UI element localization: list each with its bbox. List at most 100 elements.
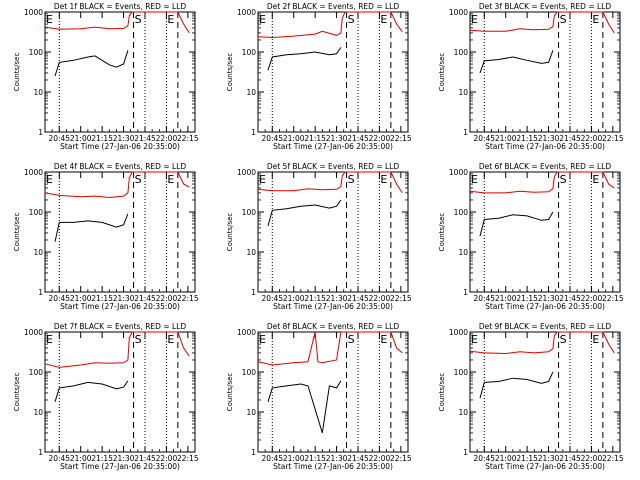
x-tick-label: 21:45: [347, 294, 369, 303]
x-axis-label: Start Time (27-Jan-06 20:35:00): [60, 302, 180, 311]
series-events-line: [54, 213, 129, 242]
x-tick-label: 21:45: [559, 294, 581, 303]
x-tick-label: 21:00: [283, 454, 305, 463]
marker-label: E: [46, 333, 53, 346]
x-tick-label: 20:45: [473, 294, 495, 303]
y-tick-label: 100: [29, 208, 44, 217]
y-tick-label: 100: [29, 368, 44, 377]
x-tick-label: 20:45: [48, 454, 70, 463]
y-tick-label: 1000: [449, 328, 468, 337]
y-axis-label: Counts/sec: [13, 213, 21, 252]
y-axis-label: Counts/sec: [13, 53, 21, 92]
x-tick-label: 21:30: [538, 294, 560, 303]
x-tick-label: 21:15: [304, 294, 326, 303]
x-tick-label: 21:15: [516, 134, 538, 143]
plot-frame: [257, 171, 409, 293]
x-tick-label: 22:15: [390, 454, 412, 463]
plot-frame: [469, 331, 621, 453]
x-axis-label: Start Time (27-Jan-06 20:35:00): [273, 462, 393, 471]
series-lld-line: [469, 331, 615, 355]
x-tick-label: 21:30: [326, 454, 348, 463]
plot-frame: [44, 331, 196, 453]
y-tick-label: 1000: [237, 328, 256, 337]
x-tick-label: 21:15: [516, 294, 538, 303]
x-tick-label: 20:45: [473, 134, 495, 143]
marker-label: E: [592, 173, 599, 186]
y-tick-label: 1: [463, 128, 468, 137]
series-lld-line: [44, 331, 190, 368]
x-tick-label: 21:15: [91, 294, 113, 303]
x-tick-label: 22:00: [369, 454, 391, 463]
marker-label: E: [167, 173, 174, 186]
y-tick-label: 10: [458, 248, 468, 257]
y-tick-label: 100: [242, 368, 257, 377]
x-tick-label: 21:15: [304, 134, 326, 143]
x-tick-label: 22:15: [177, 294, 199, 303]
y-tick-label: 1: [251, 288, 256, 297]
x-tick-label: 22:15: [602, 294, 624, 303]
plot-frame: [44, 11, 196, 133]
marker-label: S: [560, 333, 567, 346]
x-tick-label: 21:45: [134, 454, 156, 463]
x-tick-label: 20:45: [48, 294, 70, 303]
series-lld-line: [469, 171, 615, 194]
series-events-line: [54, 50, 129, 77]
x-tick-label: 21:30: [538, 454, 560, 463]
marker-label: E: [380, 173, 387, 186]
marker-label: E: [259, 333, 266, 346]
x-tick-label: 22:00: [156, 454, 178, 463]
x-axis-label: Start Time (27-Jan-06 20:35:00): [485, 462, 605, 471]
series-lld-line: [257, 331, 403, 366]
marker-label: E: [46, 173, 53, 186]
x-axis-label: Start Time (27-Jan-06 20:35:00): [273, 302, 393, 311]
x-tick-label: 22:15: [602, 454, 624, 463]
x-tick-label: 22:00: [156, 134, 178, 143]
y-tick-label: 1: [463, 448, 468, 457]
y-tick-label: 10: [33, 248, 43, 257]
y-tick-label: 1000: [24, 328, 43, 337]
marker-label: E: [167, 333, 174, 346]
y-axis-label: Counts/sec: [226, 213, 234, 252]
marker-label: E: [592, 13, 599, 26]
y-tick-label: 1: [38, 448, 43, 457]
y-axis-label: Counts/sec: [438, 53, 446, 92]
panel-title: Det 2f BLACK = Events, RED = LLD: [267, 2, 400, 11]
marker-label: E: [380, 333, 387, 346]
series-events-line: [267, 199, 342, 227]
series-events-line: [267, 380, 342, 434]
x-tick-label: 21:00: [70, 134, 92, 143]
series-lld-line: [44, 11, 190, 34]
y-tick-label: 1000: [449, 168, 468, 177]
marker-label: S: [135, 333, 142, 346]
marker-label: E: [167, 13, 174, 26]
y-tick-label: 10: [246, 88, 256, 97]
x-tick-label: 21:00: [283, 294, 305, 303]
y-axis-label: Counts/sec: [226, 373, 234, 412]
x-tick-label: 21:45: [347, 134, 369, 143]
x-tick-label: 21:45: [134, 134, 156, 143]
y-tick-label: 1: [38, 128, 43, 137]
marker-label: E: [380, 13, 387, 26]
y-tick-label: 1: [38, 288, 43, 297]
x-tick-label: 21:00: [283, 134, 305, 143]
panel-title: Det 6f BLACK = Events, RED = LLD: [479, 162, 612, 171]
y-tick-label: 1000: [24, 168, 43, 177]
marker-label: E: [471, 333, 478, 346]
series-lld-line: [469, 11, 615, 34]
marker-label: S: [135, 173, 142, 186]
marker-label: E: [46, 13, 53, 26]
x-tick-label: 21:30: [113, 134, 135, 143]
marker-label: E: [592, 333, 599, 346]
series-events-line: [267, 47, 342, 71]
y-tick-label: 100: [242, 208, 257, 217]
panel-title: Det 3f BLACK = Events, RED = LLD: [479, 2, 612, 11]
x-tick-label: 21:45: [559, 134, 581, 143]
x-axis-label: Start Time (27-Jan-06 20:35:00): [273, 142, 393, 151]
x-tick-label: 21:45: [559, 454, 581, 463]
